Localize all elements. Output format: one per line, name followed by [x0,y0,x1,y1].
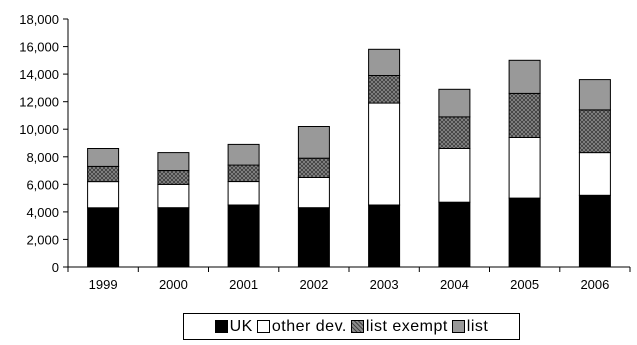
bar-list-exempt-2002 [297,157,330,178]
bar-uk-2003 [368,204,401,268]
legend-swatch-list-exempt [350,320,364,333]
y-tick-label-14000: 14,000 [19,67,59,82]
bar-list-2006 [578,79,611,111]
x-tick-label-2004: 2004 [440,277,469,292]
bar-other-dev-2004 [438,148,471,203]
x-tick-label-2002: 2002 [299,277,328,292]
legend-item-list: list [451,317,489,336]
bar-uk-2002 [297,207,330,268]
bar-list-2002 [297,126,330,159]
bar-other-dev-1999 [87,181,120,209]
bar-list-exempt-1999 [87,165,120,183]
x-tick-label-2000: 2000 [159,277,188,292]
x-tick-label-2005: 2005 [510,277,539,292]
bar-other-dev-2003 [368,102,401,206]
bar-list-2005 [508,59,541,94]
y-tick-label-18000: 18,000 [19,12,59,27]
legend-swatch-uk [214,320,228,333]
bar-list-2001 [227,143,260,166]
bar-other-dev-2006 [578,152,611,196]
y-tick-label-6000: 6,000 [26,177,59,192]
legend: UK other dev. list exempt list [183,313,520,340]
y-tick-label-12000: 12,000 [19,95,59,110]
bar-list-exempt-2006 [578,109,611,154]
y-tick-label-2000: 2,000 [26,232,59,247]
bar-other-dev-2005 [508,137,541,199]
y-tick-label-0: 0 [52,260,59,275]
bar-uk-2000 [157,207,190,268]
bar-uk-2004 [438,201,471,268]
bar-list-2003 [368,48,401,76]
legend-label-list: list [466,317,489,335]
x-tick-label-2003: 2003 [370,277,399,292]
legend-label-list-exempt: list exempt [365,317,448,335]
bar-list-1999 [87,148,120,167]
bar-list-exempt-2001 [227,164,260,182]
legend-item-uk: UK [214,317,253,336]
bar-other-dev-2000 [157,183,190,209]
legend-label-other-dev: other dev. [271,317,347,335]
bar-list-exempt-2005 [508,92,541,138]
bar-other-dev-2001 [227,181,260,206]
legend-swatch-other-dev [256,320,270,333]
legend-swatch-list [451,320,465,333]
y-tick-label-4000: 4,000 [26,205,59,220]
bar-list-exempt-2003 [368,75,401,104]
legend-label-uk: UK [229,317,253,335]
bar-uk-2005 [508,197,541,268]
bar-uk-2001 [227,204,260,268]
x-tick-label-2006: 2006 [580,277,609,292]
bar-list-exempt-2000 [157,170,190,185]
bar-uk-2006 [578,194,611,268]
bar-list-2000 [157,152,190,172]
y-tick-label-16000: 16,000 [19,40,59,55]
y-tick-label-8000: 8,000 [26,150,59,165]
x-tick-label-2001: 2001 [229,277,258,292]
x-tick-label-1999: 1999 [89,277,118,292]
bar-list-2004 [438,88,471,118]
bar-other-dev-2002 [297,176,330,209]
bar-uk-1999 [87,207,120,268]
y-tick-label-10000: 10,000 [19,122,59,137]
legend-item-list-exempt: list exempt [350,317,448,336]
bar-list-exempt-2004 [438,116,471,150]
legend-item-other-dev: other dev. [256,317,347,336]
